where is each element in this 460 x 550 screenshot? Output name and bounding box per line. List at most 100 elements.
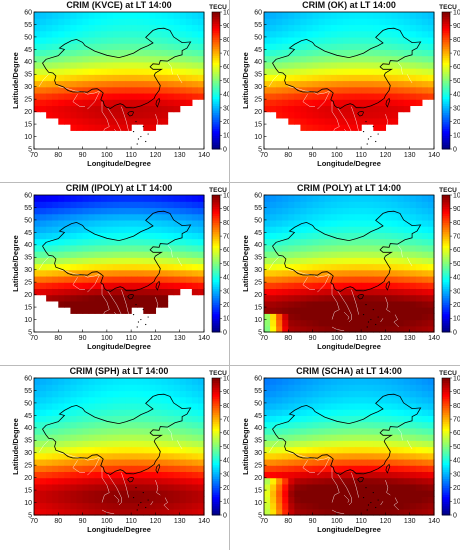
heatmap-cell bbox=[131, 477, 138, 485]
heatmap-cell bbox=[282, 251, 289, 258]
heatmap-cell bbox=[137, 288, 144, 296]
colorbar-segment bbox=[442, 110, 450, 113]
heatmap-cell bbox=[355, 263, 362, 271]
heatmap-cell bbox=[288, 105, 295, 113]
heatmap-cell bbox=[409, 307, 417, 314]
heatmap-cell bbox=[306, 313, 314, 321]
heatmap-cell bbox=[427, 440, 435, 448]
heatmap-cell bbox=[276, 269, 283, 277]
heatmap-cell bbox=[324, 307, 332, 314]
heatmap-cell bbox=[131, 251, 138, 258]
heatmap-cell bbox=[173, 452, 181, 460]
heatmap-cell bbox=[270, 300, 277, 308]
heatmap-cell bbox=[306, 409, 314, 416]
heatmap-cell bbox=[185, 55, 193, 63]
heatmap-cell bbox=[306, 319, 314, 327]
heatmap-cell bbox=[349, 24, 356, 32]
heatmap-cell bbox=[361, 508, 368, 516]
heatmap-cell bbox=[342, 458, 350, 466]
heatmap-cell bbox=[264, 288, 271, 296]
heatmap-cell bbox=[161, 213, 169, 221]
heatmap-cell bbox=[34, 421, 41, 429]
x-tick-label: 70 bbox=[30, 518, 38, 525]
heatmap-cell bbox=[330, 402, 338, 410]
colorbar-segment bbox=[442, 224, 450, 228]
heatmap-cell bbox=[306, 105, 314, 113]
heatmap-cell bbox=[288, 12, 295, 19]
heatmap-cell bbox=[131, 36, 138, 44]
heatmap-cell bbox=[397, 269, 405, 277]
heatmap-cell bbox=[300, 325, 308, 333]
heatmap-cell bbox=[167, 43, 175, 50]
heatmap-cell bbox=[88, 446, 96, 454]
heatmap-cell bbox=[385, 319, 393, 327]
heatmap-cell bbox=[191, 18, 199, 26]
colorbar-segment bbox=[212, 37, 220, 40]
heatmap-cell bbox=[131, 421, 138, 429]
y-axis-label: Latitude/Degree bbox=[241, 418, 250, 475]
heatmap-cell bbox=[106, 226, 114, 233]
heatmap-cell bbox=[88, 49, 96, 57]
heatmap-cell bbox=[403, 238, 411, 246]
y-tick-label: 40 bbox=[254, 59, 262, 66]
heatmap-cell bbox=[397, 232, 405, 240]
heatmap-cell bbox=[409, 99, 417, 107]
heatmap-cell bbox=[349, 43, 356, 50]
heatmap-cell bbox=[355, 99, 362, 107]
heatmap-cell bbox=[282, 61, 289, 69]
heatmap-cell bbox=[312, 269, 320, 277]
heatmap-cell bbox=[306, 396, 314, 404]
heatmap-cell bbox=[312, 434, 320, 441]
heatmap-cell bbox=[288, 458, 295, 466]
heatmap-cell bbox=[397, 257, 405, 265]
colorbar-segment bbox=[212, 66, 220, 70]
heatmap-cell bbox=[191, 384, 199, 392]
heatmap-cell bbox=[379, 402, 387, 410]
heatmap-cell bbox=[131, 508, 138, 516]
heatmap-cell bbox=[270, 415, 277, 423]
heatmap-cell bbox=[421, 390, 429, 398]
island-dot bbox=[135, 121, 137, 123]
heatmap-cell bbox=[106, 68, 114, 75]
heatmap-cell bbox=[82, 496, 90, 504]
heatmap-cell bbox=[197, 275, 205, 283]
heatmap-cell bbox=[112, 440, 120, 448]
heatmap-cell bbox=[391, 378, 399, 385]
heatmap-cell bbox=[94, 288, 102, 296]
island-dot bbox=[142, 308, 144, 311]
heatmap-cell bbox=[294, 313, 302, 321]
heatmap-cell bbox=[385, 384, 393, 392]
heatmap-cell bbox=[167, 12, 175, 19]
heatmap-cell bbox=[282, 508, 289, 516]
neighbor-borders bbox=[38, 427, 183, 515]
heatmap-cell bbox=[342, 99, 350, 107]
heatmap-cell bbox=[367, 68, 374, 75]
heatmap-cell bbox=[149, 471, 157, 479]
heatmap-cell bbox=[100, 195, 108, 202]
colorbar-segment bbox=[442, 41, 450, 45]
heatmap-cell bbox=[391, 458, 399, 466]
heatmap-cell bbox=[100, 384, 108, 392]
x-tick-label: 100 bbox=[101, 335, 113, 342]
heatmap-cell bbox=[46, 219, 53, 227]
heatmap-cell bbox=[312, 213, 320, 221]
heatmap-cell bbox=[373, 12, 380, 19]
heatmap-cell bbox=[342, 288, 350, 296]
heatmap-cell bbox=[125, 238, 132, 246]
heatmap-cell bbox=[342, 195, 350, 202]
heatmap-cell bbox=[137, 427, 144, 435]
heatmap-cell bbox=[131, 288, 138, 296]
heatmap-cell bbox=[421, 446, 429, 454]
heatmap-cell bbox=[76, 282, 84, 290]
colorbar-segment bbox=[212, 75, 220, 79]
heatmap-cell bbox=[342, 496, 350, 504]
heatmap-cell bbox=[276, 307, 283, 314]
heatmap-cell bbox=[64, 232, 72, 240]
heatmap-cell bbox=[149, 49, 157, 57]
heatmap-cell bbox=[361, 288, 368, 296]
heatmap-cell bbox=[185, 465, 193, 473]
heatmap-cell bbox=[294, 434, 302, 441]
heatmap-cell bbox=[88, 80, 96, 88]
heatmap-cell bbox=[294, 18, 302, 26]
heatmap-cell bbox=[342, 325, 350, 333]
